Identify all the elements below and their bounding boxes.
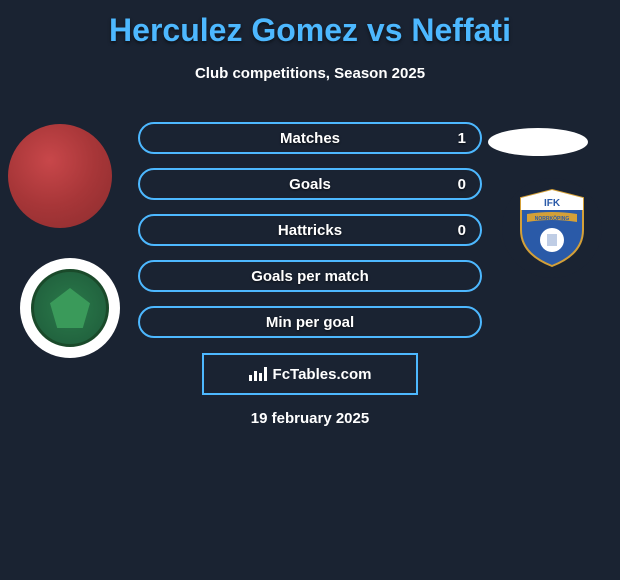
stat-value-right: 1 [458, 130, 466, 147]
ifk-shield-icon: IFK NORRKÖPING [517, 188, 587, 268]
date-text: 19 february 2025 [0, 410, 620, 427]
player-photo-left [8, 124, 112, 228]
bars-icon [249, 367, 267, 381]
stats-container: Matches 1 Goals 0 Hattricks 0 Goals per … [138, 122, 482, 352]
page-title: Herculez Gomez vs Neffati [0, 0, 620, 49]
stat-label: Hattricks [278, 222, 342, 239]
player-placeholder-right [488, 128, 588, 156]
svg-text:IFK: IFK [544, 198, 561, 209]
stat-label: Goals per match [251, 268, 369, 285]
stat-label: Min per goal [266, 314, 354, 331]
stat-value-right: 0 [458, 176, 466, 193]
page-subtitle: Club competitions, Season 2025 [0, 65, 620, 82]
stat-label: Matches [280, 130, 340, 147]
stat-row-goals-per-match: Goals per match [138, 260, 482, 292]
club-logo-left [20, 258, 120, 358]
stat-value-right: 0 [458, 222, 466, 239]
brand-box: FcTables.com [202, 353, 418, 395]
club-logo-right: IFK NORRKÖPING [502, 178, 602, 278]
stat-row-matches: Matches 1 [138, 122, 482, 154]
stat-label: Goals [289, 176, 331, 193]
stat-row-hattricks: Hattricks 0 [138, 214, 482, 246]
stat-row-min-per-goal: Min per goal [138, 306, 482, 338]
stat-row-goals: Goals 0 [138, 168, 482, 200]
svg-text:NORRKÖPING: NORRKÖPING [535, 215, 570, 222]
sounders-badge-icon [31, 269, 109, 347]
brand-text: FcTables.com [273, 366, 372, 383]
